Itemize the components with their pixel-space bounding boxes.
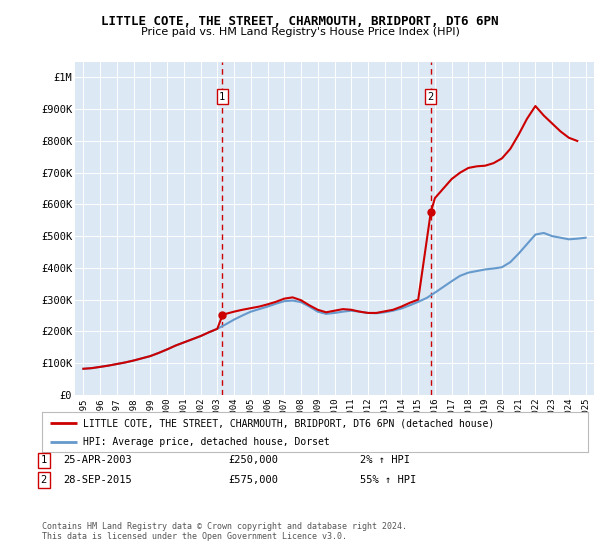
Text: £250,000: £250,000 <box>228 455 278 465</box>
Text: 1: 1 <box>41 455 47 465</box>
Text: 2% ↑ HPI: 2% ↑ HPI <box>360 455 410 465</box>
Text: 2: 2 <box>41 475 47 485</box>
Text: 2: 2 <box>428 91 434 101</box>
Text: 28-SEP-2015: 28-SEP-2015 <box>63 475 132 485</box>
Text: 1: 1 <box>219 91 226 101</box>
Text: £575,000: £575,000 <box>228 475 278 485</box>
Text: LITTLE COTE, THE STREET, CHARMOUTH, BRIDPORT, DT6 6PN: LITTLE COTE, THE STREET, CHARMOUTH, BRID… <box>101 15 499 28</box>
Text: 25-APR-2003: 25-APR-2003 <box>63 455 132 465</box>
Text: 55% ↑ HPI: 55% ↑ HPI <box>360 475 416 485</box>
Text: LITTLE COTE, THE STREET, CHARMOUTH, BRIDPORT, DT6 6PN (detached house): LITTLE COTE, THE STREET, CHARMOUTH, BRID… <box>83 418 494 428</box>
Text: Contains HM Land Registry data © Crown copyright and database right 2024.
This d: Contains HM Land Registry data © Crown c… <box>42 522 407 542</box>
Text: HPI: Average price, detached house, Dorset: HPI: Average price, detached house, Dors… <box>83 437 330 446</box>
Text: Price paid vs. HM Land Registry's House Price Index (HPI): Price paid vs. HM Land Registry's House … <box>140 27 460 37</box>
